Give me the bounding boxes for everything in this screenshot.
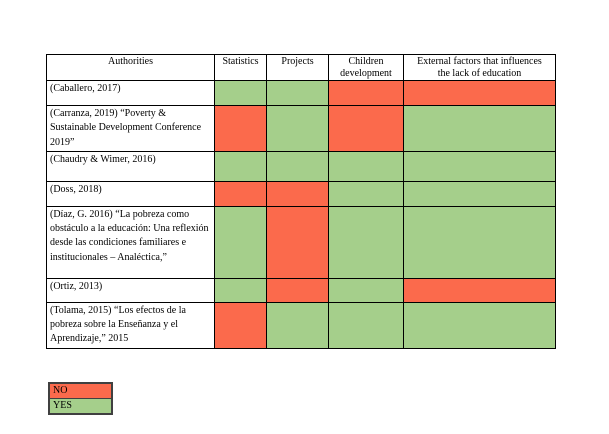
children-development-cell	[328, 80, 404, 106]
header-row: Authorities Statistics Projects Children…	[46, 54, 556, 81]
header-external-factors: External factors that influences the lac…	[403, 54, 556, 81]
table-row: (Caballero, 2017)	[46, 80, 556, 106]
children-development-cell	[328, 180, 404, 207]
authority-cell: (Díaz, G. 2016) “La pobreza como obstácu…	[46, 205, 215, 279]
table-row: (Chaudry & Wimer, 2016)	[46, 150, 556, 182]
legend-no-row: NO	[50, 384, 111, 398]
table-row: (Díaz, G. 2016) “La pobreza como obstácu…	[46, 205, 556, 279]
children-development-cell	[328, 205, 404, 279]
authority-cell: (Tolama, 2015) “Los efectos de la pobrez…	[46, 301, 215, 349]
legend: NO YES	[48, 382, 113, 415]
projects-cell	[266, 205, 329, 279]
projects-cell	[266, 105, 329, 152]
legend-no-label: NO	[53, 385, 68, 396]
external-factors-cell	[403, 150, 556, 182]
projects-cell	[266, 277, 329, 303]
statistics-cell	[214, 105, 267, 152]
statistics-cell	[214, 205, 267, 279]
authority-cell: (Chaudry & Wimer, 2016)	[46, 150, 215, 182]
projects-cell	[266, 301, 329, 349]
external-factors-cell	[403, 80, 556, 106]
external-factors-cell	[403, 105, 556, 152]
statistics-cell	[214, 150, 267, 182]
projects-cell	[266, 180, 329, 207]
external-factors-cell	[403, 277, 556, 303]
authority-cell: (Ortiz, 2013)	[46, 277, 215, 303]
table-row: (Ortiz, 2013)	[46, 277, 556, 303]
projects-cell	[266, 80, 329, 106]
header-authorities: Authorities	[46, 54, 215, 81]
table-row: (Doss, 2018)	[46, 180, 556, 207]
table-row: (Carranza, 2019) “Poverty & Sustainable …	[46, 105, 556, 152]
statistics-cell	[214, 180, 267, 207]
authority-cell: (Doss, 2018)	[46, 180, 215, 207]
external-factors-cell	[403, 301, 556, 349]
children-development-cell	[328, 277, 404, 303]
children-development-cell	[328, 301, 404, 349]
authority-cell: (Caballero, 2017)	[46, 80, 215, 106]
children-development-cell	[328, 150, 404, 182]
projects-cell	[266, 150, 329, 182]
statistics-cell	[214, 277, 267, 303]
authority-cell: (Carranza, 2019) “Poverty & Sustainable …	[46, 105, 215, 152]
children-development-cell	[328, 105, 404, 152]
table-row: (Tolama, 2015) “Los efectos de la pobrez…	[46, 301, 556, 349]
legend-yes-row: YES	[50, 398, 111, 413]
header-projects: Projects	[266, 54, 329, 81]
statistics-cell	[214, 301, 267, 349]
external-factors-cell	[403, 180, 556, 207]
header-children-development: Children development	[328, 54, 404, 81]
external-factors-cell	[403, 205, 556, 279]
legend-yes-label: YES	[53, 400, 72, 411]
statistics-cell	[214, 80, 267, 106]
header-statistics: Statistics	[214, 54, 267, 81]
authorities-matrix-table: Authorities Statistics Projects Children…	[46, 54, 556, 349]
